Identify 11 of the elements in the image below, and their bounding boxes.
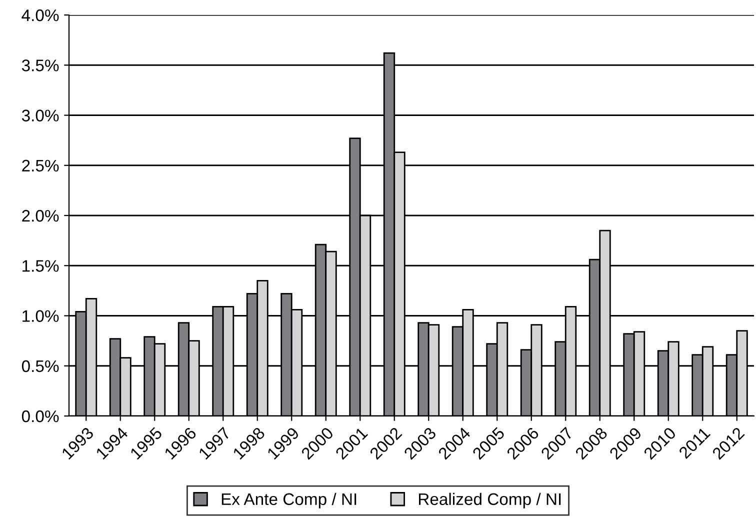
y-tick-label: 2.0% (22, 210, 59, 222)
y-tick-label: 1.0% (22, 310, 59, 322)
legend-label: Ex Ante Comp / NI (222, 492, 356, 508)
legend-label: Realized Comp / NI (419, 492, 561, 508)
y-tick-label: 3.5% (22, 60, 59, 72)
y-tick-label: 0.5% (22, 360, 59, 372)
y-tick-label: 4.0% (22, 9, 59, 22)
y-tick-label: 3.0% (22, 110, 59, 122)
y-tick-label: 2.5% (22, 160, 59, 172)
y-tick-label: 1.5% (22, 260, 59, 272)
y-tick-label: 0.0% (22, 410, 59, 422)
